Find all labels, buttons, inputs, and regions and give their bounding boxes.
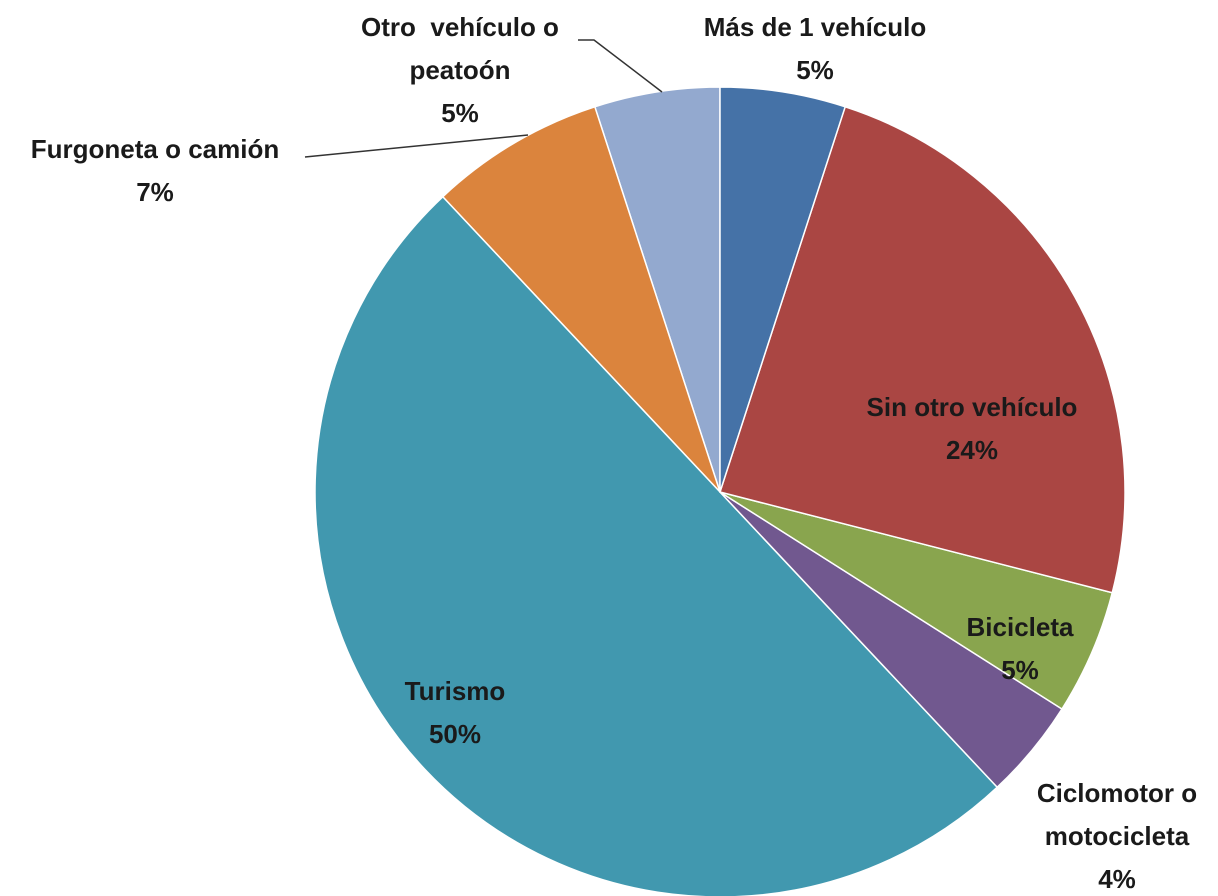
category-label: Furgoneta o camión (30, 134, 280, 164)
category-label: Sin otro vehículo (866, 392, 1078, 422)
pie-slice (314, 195, 999, 896)
value-label: 5% (796, 55, 834, 85)
pie-slice (719, 105, 1126, 594)
data-label: Ciclomotor o motocicleta 4% (1017, 772, 1217, 896)
value-label: 7% (136, 177, 174, 207)
value-label: 5% (441, 98, 479, 128)
category-label: Ciclomotor o motocicleta (1036, 778, 1205, 851)
category-label: Bicicleta (966, 612, 1074, 642)
category-label: Más de 1 vehículo (703, 12, 927, 42)
data-label: Otro vehículo o peatoón 5% (329, 6, 591, 135)
value-label: 5% (1001, 655, 1039, 685)
category-label: Otro vehículo o peatoón (361, 12, 567, 85)
data-label: Bicicleta 5% (920, 606, 1120, 692)
leader-line (578, 39, 663, 93)
value-label: 24% (945, 435, 999, 465)
data-label: Sin otro vehículo 24% (822, 386, 1122, 472)
value-label: 4% (1098, 864, 1136, 894)
category-label: Turismo (404, 676, 506, 706)
pie-slice (441, 105, 721, 493)
data-label: Turismo 50% (355, 670, 555, 756)
data-label: Furgoneta o camión 7% (0, 128, 315, 214)
pie-slice (719, 86, 847, 493)
leader-line (304, 134, 529, 158)
value-label: 50% (428, 719, 482, 749)
data-label: Más de 1 vehículo 5% (655, 6, 975, 92)
